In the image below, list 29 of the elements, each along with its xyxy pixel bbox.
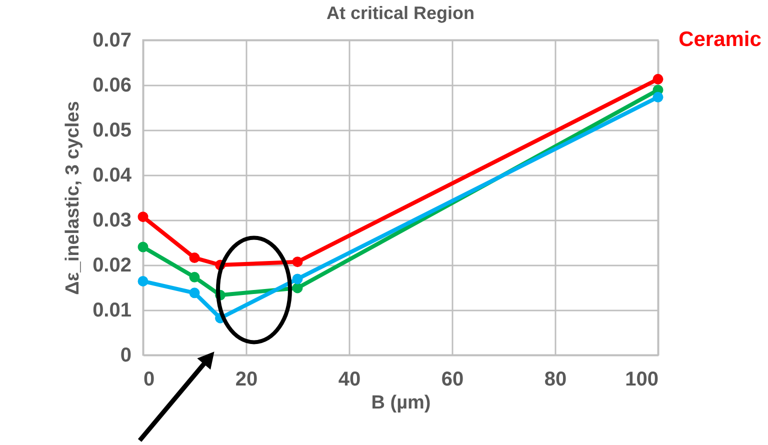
point [189, 272, 200, 282]
point [292, 274, 303, 284]
point [138, 242, 148, 252]
x-tick-label: 60 [441, 368, 464, 390]
y-tick-label: 0.04 [92, 164, 132, 186]
x-tick-label: 100 [625, 368, 658, 390]
y-tick-label: 0.07 [92, 30, 132, 52]
y-tick-label: 0.01 [92, 300, 132, 322]
y-tick-label: 0.03 [92, 210, 132, 232]
point [189, 288, 200, 298]
x-tick-label: 0 [144, 368, 155, 390]
y-axis-title: Δε_inelastic, 3 cycles [62, 101, 84, 295]
y-tick-label: 0.02 [92, 254, 132, 276]
point [652, 92, 664, 102]
point [292, 282, 303, 294]
point [292, 256, 303, 268]
series-label: Ceramic [678, 28, 762, 51]
point [652, 74, 664, 84]
y-tick-label: 0.06 [92, 74, 132, 96]
point [138, 212, 148, 222]
x-tick-label: 40 [338, 368, 361, 390]
x-tick-label: 20 [235, 368, 258, 390]
y-tick-label: 0.05 [92, 120, 132, 142]
point [189, 252, 200, 264]
x-axis-title: B (µm) [371, 392, 431, 414]
point [138, 276, 148, 286]
x-tick-label: 80 [544, 368, 567, 390]
chart-title: At critical Region [326, 3, 475, 23]
y-tick-label: 0 [120, 344, 132, 366]
